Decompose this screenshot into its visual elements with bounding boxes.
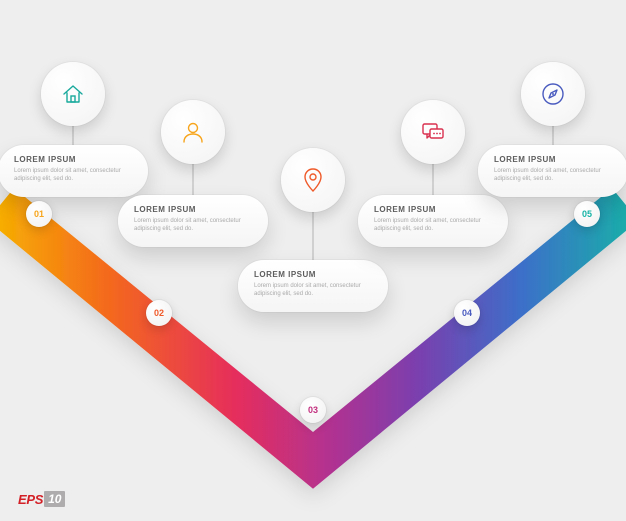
eps-prefix: EPS	[18, 492, 43, 507]
step-pill: LOREM IPSUM Lorem ipsum dolor sit amet, c…	[238, 260, 388, 312]
step-body: Lorem ipsum dolor sit amet, consectetur …	[134, 217, 252, 233]
step-number-label: 01	[34, 209, 44, 219]
home-icon	[41, 62, 105, 126]
step-title: LOREM IPSUM	[134, 205, 252, 214]
step-title: LOREM IPSUM	[14, 155, 132, 164]
step-number-01: 01	[26, 201, 52, 227]
eps-suffix: 10	[44, 491, 65, 507]
step-title: LOREM IPSUM	[254, 270, 372, 279]
step-pill: LOREM IPSUM Lorem ipsum dolor sit amet, c…	[0, 145, 148, 197]
nodes-layer: LOREM IPSUM Lorem ipsum dolor sit amet, c…	[0, 0, 626, 521]
step-body: Lorem ipsum dolor sit amet, consectetur …	[254, 282, 372, 298]
step-number-04: 04	[454, 300, 480, 326]
connector	[312, 206, 314, 266]
step-pill: LOREM IPSUM Lorem ipsum dolor sit amet, c…	[358, 195, 508, 247]
infographic-canvas: LOREM IPSUM Lorem ipsum dolor sit amet, c…	[0, 0, 626, 521]
step-pill: LOREM IPSUM Lorem ipsum dolor sit amet, c…	[118, 195, 268, 247]
step-title: LOREM IPSUM	[494, 155, 612, 164]
chat-icon	[401, 100, 465, 164]
step-number-label: 05	[582, 209, 592, 219]
step-body: Lorem ipsum dolor sit amet, consectetur …	[14, 167, 132, 183]
step-number-02: 02	[146, 300, 172, 326]
step-number-label: 03	[308, 405, 318, 415]
step-title: LOREM IPSUM	[374, 205, 492, 214]
step-number-05: 05	[574, 201, 600, 227]
step-body: Lorem ipsum dolor sit amet, consectetur …	[374, 217, 492, 233]
compass-icon	[521, 62, 585, 126]
eps-badge: EPS 10	[18, 491, 65, 507]
pin-icon	[281, 148, 345, 212]
step-number-label: 04	[462, 308, 472, 318]
step-pill: LOREM IPSUM Lorem ipsum dolor sit amet, c…	[478, 145, 626, 197]
step-number-label: 02	[154, 308, 164, 318]
step-number-03: 03	[300, 397, 326, 423]
step-body: Lorem ipsum dolor sit amet, consectetur …	[494, 167, 612, 183]
user-icon	[161, 100, 225, 164]
